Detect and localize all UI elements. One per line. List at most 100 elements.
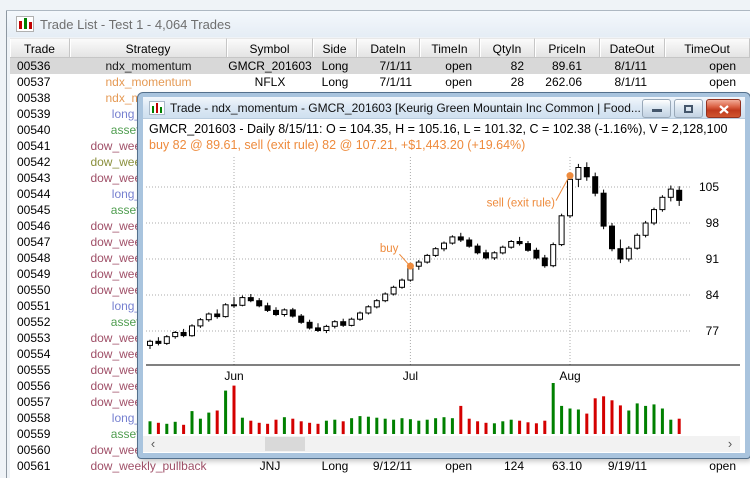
restore-button[interactable] bbox=[674, 99, 703, 118]
cell-qty: 124 bbox=[503, 459, 524, 473]
cell-num: 00561 bbox=[17, 459, 51, 473]
cell-num: 00545 bbox=[17, 203, 51, 217]
cell-side: Long bbox=[321, 59, 349, 73]
cell-num: 00548 bbox=[17, 251, 51, 265]
cell-num: 00538 bbox=[17, 91, 51, 105]
cell-time_out: open bbox=[709, 75, 736, 89]
svg-text:Jul: Jul bbox=[403, 369, 418, 383]
column-header-strategy[interactable]: Strategy bbox=[70, 38, 227, 58]
table-row[interactable]: 00536 ndx_momentum GMCR_201603 Long 7/1/11 op… bbox=[10, 58, 750, 74]
cell-num: 00556 bbox=[17, 379, 51, 393]
svg-text:sell (exit rule): sell (exit rule) bbox=[487, 198, 556, 210]
minimize-icon bbox=[652, 109, 662, 112]
cell-num: 00550 bbox=[17, 283, 51, 297]
column-header-datein[interactable]: DateIn bbox=[357, 38, 420, 58]
cell-num: 00551 bbox=[17, 299, 51, 313]
price-volume-chart[interactable]: 105 98 91 84 77 Jun Jul Aug buy sell (exit rule) bbox=[143, 119, 745, 435]
chart-content: GMCR_201603 - Daily 8/15/11: O = 104.35,… bbox=[143, 119, 745, 453]
table-row[interactable]: 00561 dow_weekly_pullback JNJ Long 9/12/11 op… bbox=[10, 458, 750, 474]
cell-num: 00537 bbox=[17, 75, 51, 89]
cell-strategy: ndx_momentum bbox=[105, 75, 192, 89]
cell-symbol: GMCR_201603 bbox=[228, 59, 312, 73]
cell-price_in: 262.06 bbox=[545, 75, 582, 89]
cell-side: Long bbox=[321, 75, 349, 89]
column-header-symbol[interactable]: Symbol bbox=[227, 38, 313, 58]
cell-price_in: 89.61 bbox=[551, 59, 582, 73]
chart-hscrollbar[interactable]: ‹ › bbox=[143, 436, 740, 452]
cell-num: 00546 bbox=[17, 219, 51, 233]
chart-window-titlebar[interactable]: Trade - ndx_momentum - GMCR_201603 [Keur… bbox=[143, 97, 745, 119]
cell-qty: 82 bbox=[510, 59, 524, 73]
table-row[interactable]: 00537 ndx_momentum NFLX Long 7/1/11 open 28 262… bbox=[10, 74, 750, 90]
main-window-title: Trade List - Test 1 - 4,064 Trades bbox=[40, 16, 231, 32]
candlestick-list-icon bbox=[16, 16, 34, 32]
cell-date_in: 7/1/11 bbox=[379, 75, 412, 89]
cell-num: 00540 bbox=[17, 123, 51, 137]
column-header-side[interactable]: Side bbox=[313, 38, 357, 58]
cell-num: 00549 bbox=[17, 267, 51, 281]
chart-window-title: Trade - ndx_momentum - GMCR_201603 [Keur… bbox=[170, 100, 641, 115]
restore-icon bbox=[684, 105, 693, 113]
cell-symbol: NFLX bbox=[254, 75, 286, 89]
svg-text:Aug: Aug bbox=[559, 369, 580, 383]
table-header: Trade Strategy Symbol Side DateIn TimeIn QtyIn… bbox=[10, 38, 750, 58]
column-header-timeout[interactable]: TimeOut bbox=[665, 38, 750, 58]
cell-date_out: 8/1/11 bbox=[614, 59, 647, 73]
svg-text:buy: buy bbox=[380, 243, 399, 255]
cell-price_in: 63.10 bbox=[551, 459, 582, 473]
close-icon bbox=[719, 105, 729, 114]
cell-date_in: 7/1/11 bbox=[379, 59, 412, 73]
cell-num: 00558 bbox=[17, 411, 51, 425]
main-titlebar[interactable]: Trade List - Test 1 - 4,064 Trades bbox=[7, 11, 750, 37]
cell-num: 00555 bbox=[17, 363, 51, 377]
cell-symbol: JNJ bbox=[259, 459, 281, 473]
column-header-qtyin[interactable]: QtyIn bbox=[480, 38, 535, 58]
cell-time_out: open bbox=[709, 459, 736, 473]
minimize-button[interactable] bbox=[642, 99, 671, 118]
column-header-dateout[interactable]: DateOut bbox=[600, 38, 665, 58]
svg-text:98: 98 bbox=[706, 216, 720, 230]
cell-num: 00559 bbox=[17, 427, 51, 441]
window-frame-left bbox=[6, 10, 7, 478]
cell-num: 00552 bbox=[17, 315, 51, 329]
cell-num: 00536 bbox=[17, 59, 51, 73]
cell-num: 00547 bbox=[17, 235, 51, 249]
cell-num: 00541 bbox=[17, 139, 51, 153]
chart-window[interactable]: Trade - ndx_momentum - GMCR_201603 [Keur… bbox=[138, 93, 750, 458]
column-header-trade[interactable]: Trade bbox=[10, 38, 70, 58]
column-header-pricein[interactable]: PriceIn bbox=[535, 38, 600, 58]
scrollbar-thumb[interactable] bbox=[265, 437, 305, 451]
svg-text:Jun: Jun bbox=[224, 369, 243, 383]
svg-text:91: 91 bbox=[706, 252, 720, 266]
close-button[interactable] bbox=[706, 99, 741, 118]
svg-text:105: 105 bbox=[699, 180, 719, 194]
cell-time_out: open bbox=[709, 59, 736, 73]
cell-date_out: 8/1/11 bbox=[614, 75, 647, 89]
candlestick-chart-icon bbox=[149, 100, 165, 115]
chart-trade-line: buy 82 @ 89.61, sell (exit rule) 82 @ 10… bbox=[149, 138, 526, 152]
cell-side: Long bbox=[321, 459, 349, 473]
cell-num: 00539 bbox=[17, 107, 51, 121]
cell-time_in: open bbox=[445, 459, 472, 473]
cell-num: 00560 bbox=[17, 443, 51, 457]
cell-date_in: 9/12/11 bbox=[372, 459, 412, 473]
column-header-timein[interactable]: TimeIn bbox=[420, 38, 480, 58]
cell-strategy: ndx_momentum bbox=[105, 59, 192, 73]
cell-qty: 28 bbox=[510, 75, 524, 89]
cell-strategy: dow_weekly_pullback bbox=[90, 459, 207, 473]
cell-num: 00544 bbox=[17, 187, 51, 201]
svg-text:77: 77 bbox=[706, 324, 720, 338]
cell-time_in: open bbox=[445, 75, 472, 89]
cell-num: 00553 bbox=[17, 331, 51, 345]
cell-date_out: 9/19/11 bbox=[607, 459, 647, 473]
cell-num: 00554 bbox=[17, 347, 51, 361]
cell-num: 00557 bbox=[17, 395, 51, 409]
cell-num: 00543 bbox=[17, 171, 51, 185]
svg-text:84: 84 bbox=[706, 288, 720, 302]
scroll-right-arrow-icon[interactable]: › bbox=[727, 436, 733, 451]
cell-time_in: open bbox=[445, 59, 472, 73]
scroll-left-arrow-icon[interactable]: ‹ bbox=[150, 436, 156, 451]
window-frame-top bbox=[6, 10, 750, 11]
chart-info-line: GMCR_201603 - Daily 8/15/11: O = 104.35,… bbox=[149, 122, 728, 136]
cell-num: 00542 bbox=[17, 155, 51, 169]
